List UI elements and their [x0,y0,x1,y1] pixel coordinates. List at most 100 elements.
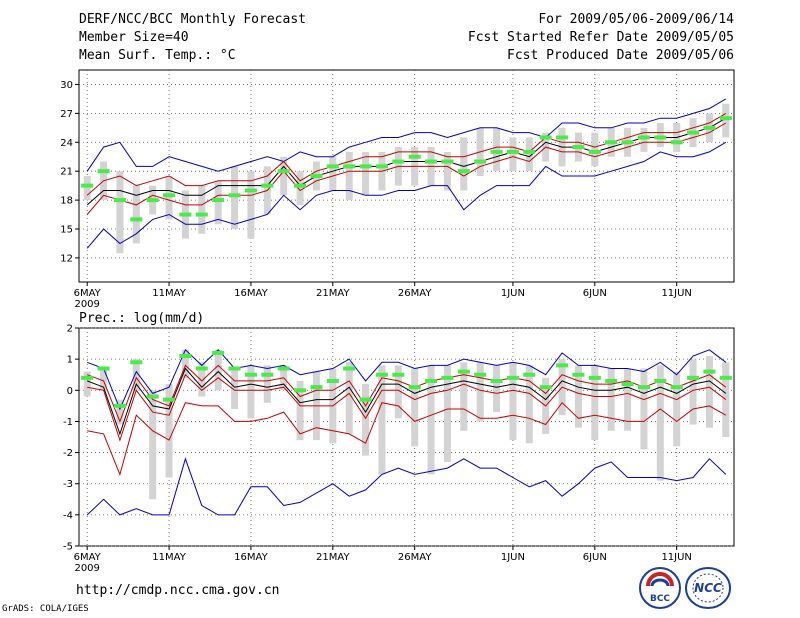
ensemble-bar [411,368,419,447]
ncc-logo-text: NCC [694,581,722,595]
obs-marker [457,369,470,374]
obs-marker [294,183,307,188]
obs-marker [408,385,421,390]
obs-marker [113,198,126,203]
y-tick-label: 18 [60,196,73,207]
obs-marker [719,116,732,121]
x-tick-label: 16MAY [234,552,268,563]
ensemble-bar [296,171,304,205]
ensemble-bar [656,123,664,148]
forecast-start-date: Fcst Started Refer Date 2009/05/05 [467,30,734,45]
ensemble-bar [165,176,173,220]
obs-marker [441,159,454,164]
x-tick-label: 16MAY [234,288,268,299]
y-tick-label: 21 [60,167,73,178]
y-tick-label: -5 [63,542,73,553]
obs-marker [277,366,290,371]
obs-marker [212,198,225,203]
obs-marker [490,149,503,154]
ensemble-bar [214,349,222,391]
ensemble-bar [116,399,124,425]
ensemble-bar [263,365,271,403]
ensemble-bar [165,384,173,478]
ensemble-bar [247,171,255,239]
source-url[interactable]: http://cmdp.ncc.cma.gov.cn [76,583,280,598]
precip-panel-title: Prec.: log(mm/d) [79,311,205,326]
obs-marker [359,397,372,402]
y-tick-label: 30 [60,80,73,91]
obs-marker [81,183,94,188]
ensemble-bar [100,368,108,391]
obs-marker [539,135,552,140]
obs-marker [425,159,438,164]
ensemble-bar [198,362,206,397]
ensemble-bar [198,185,206,234]
obs-marker [244,372,257,377]
ensemble-bar [394,365,402,419]
ensemble-bar [181,349,189,378]
ensemble-bar [132,185,140,244]
chart-title: DERF/NCC/BCC Monthly Forecast [79,12,306,27]
temperature-panel: 12 15 18 21 24 27 30 6MAY 11MAY 16MAY 21MAY 26MAY 1J… [60,69,735,310]
x-tick-label: 21MAY [316,552,350,563]
y-tick-label: 27 [60,109,73,120]
ensemble-bar [443,151,451,191]
member-size: Member Size=40 [79,30,189,45]
ensemble-bar [493,127,501,172]
ensemble-bar [460,362,468,431]
obs-marker [523,372,536,377]
plot-frame [78,327,735,547]
ensemble-bar [345,151,353,201]
obs-marker [539,385,552,390]
x-year-label: 2009 [74,563,99,574]
ensemble-bar [591,132,599,167]
ensemble-bar [509,362,517,441]
obs-marker [326,378,339,383]
obs-marker [637,135,650,140]
x-tick-label: 11MAY [152,552,186,563]
obs-marker [146,394,159,399]
obs-marker [506,149,519,154]
obs-marker [97,366,110,371]
obs-marker [719,375,732,380]
obs-marker [81,375,94,380]
obs-marker [228,366,241,371]
x-tick-label: 11MAY [152,288,186,299]
obs-marker [474,372,487,377]
upper-line [86,112,727,196]
ensemble-bar [624,368,632,431]
ensemble-bar [722,103,730,138]
min-line [87,401,727,476]
grads-credit: GrADS: COLA/IGES [2,604,89,614]
obs-marker [523,149,536,154]
obs-marker [130,360,143,365]
x-tick-label: 11JUN [661,288,691,299]
obs-marker [408,154,421,159]
x-tick-label: 6MAY [74,288,102,299]
obs-marker [605,140,618,145]
obs-marker [670,385,683,390]
ensemble-bar [640,127,648,152]
obs-marker [392,159,405,164]
y-tick-label: -2 [63,448,73,459]
obs-marker [195,366,208,371]
obs-marker [457,169,470,174]
obs-marker [703,125,716,130]
ncc-logo: NCC [685,567,731,609]
x-year-label: 2009 [74,299,99,310]
obs-marker [621,140,634,145]
ensemble-bar [640,368,648,450]
ensemble-bar [656,365,664,481]
obs-marker [556,363,569,368]
obs-marker [163,397,176,402]
y-tick-label: 0 [67,386,73,397]
obs-marker [113,403,126,408]
ensemble-bar [231,166,239,229]
obs-marker [294,388,307,393]
obs-marker [212,350,225,355]
forecast-produced-date: Fcst Produced Date 2009/05/06 [507,48,734,63]
ensemble-bar [493,365,501,413]
obs-marker [146,198,159,203]
bcc-logo-text: BCC [650,594,670,604]
